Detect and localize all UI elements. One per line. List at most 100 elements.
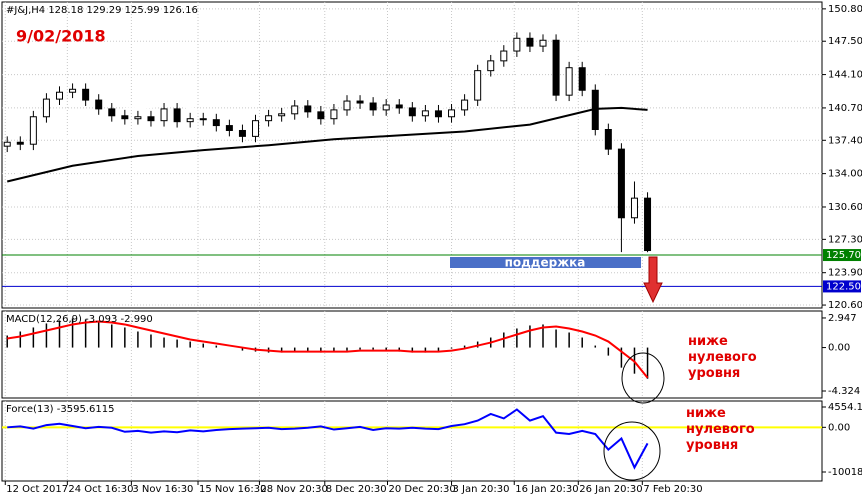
x-tick-label: 7 Feb 20:30 bbox=[643, 484, 702, 495]
candle-body bbox=[487, 60, 495, 72]
y-tick-label: -4.324 bbox=[828, 386, 860, 397]
candle-body bbox=[369, 102, 377, 111]
y-tick-label: 140.70 bbox=[828, 103, 862, 114]
y-tick-label: 4554.19 bbox=[828, 402, 862, 413]
candle-body bbox=[291, 105, 299, 115]
candle-body bbox=[304, 105, 312, 113]
x-tick-label: 26 Jan 20:30 bbox=[579, 484, 642, 495]
candle-body bbox=[317, 111, 325, 120]
candle-body bbox=[343, 100, 351, 111]
indicator-line bbox=[6, 106, 648, 183]
candle-body bbox=[42, 98, 50, 118]
x-tick-label: 12 Oct 2017 bbox=[6, 484, 68, 495]
candle-body bbox=[395, 104, 403, 109]
candle-body bbox=[225, 125, 233, 131]
y-tick-label: 137.40 bbox=[828, 135, 862, 146]
x-tick-label: 8 Dec 20:30 bbox=[326, 484, 387, 495]
chart-title: #J&J,H4 128.18 129.29 125.99 126.16 bbox=[6, 5, 198, 16]
level-box bbox=[823, 249, 861, 262]
y-tick-label: 144.10 bbox=[828, 70, 862, 81]
candle-body bbox=[278, 113, 286, 117]
support-box bbox=[450, 257, 641, 268]
indicator-line bbox=[7, 320, 649, 379]
y-tick-label: 120.60 bbox=[828, 300, 862, 311]
support-label: поддержка bbox=[505, 256, 586, 270]
x-tick-label: 3 Nov 16:30 bbox=[132, 484, 193, 495]
candle-body bbox=[421, 110, 429, 117]
y-tick-label: 134.00 bbox=[828, 169, 862, 180]
candle-body bbox=[382, 104, 390, 111]
y-tick-label: -10018.0 bbox=[828, 467, 862, 478]
candle-body bbox=[3, 141, 11, 147]
x-tick-label: 15 Nov 16:30 bbox=[199, 484, 266, 495]
candle-body bbox=[29, 116, 37, 145]
candle-body bbox=[82, 88, 90, 101]
candle-body bbox=[630, 197, 638, 219]
indicator-line bbox=[7, 408, 649, 470]
y-tick-label: 127.30 bbox=[828, 234, 862, 245]
down-arrow bbox=[643, 256, 663, 304]
macd-frame bbox=[1, 310, 823, 399]
y-tick-label: 0.00 bbox=[828, 422, 850, 433]
candle-body bbox=[330, 109, 338, 120]
candle-body bbox=[539, 39, 547, 47]
x-tick-label: 3 Jan 20:30 bbox=[453, 484, 510, 495]
force-note: ниже нулевого уровня bbox=[686, 406, 755, 453]
candle-body bbox=[578, 67, 586, 91]
candle-body bbox=[408, 107, 416, 117]
candle-body bbox=[461, 99, 469, 111]
candle-body bbox=[356, 100, 364, 104]
candle-body bbox=[617, 148, 625, 219]
y-tick-label: 150.80 bbox=[828, 4, 862, 15]
y-tick-label: 2.947 bbox=[828, 313, 857, 324]
candle-body bbox=[95, 99, 103, 110]
candle-body bbox=[134, 116, 142, 120]
macd-note: ниже нулевого уровня bbox=[688, 334, 757, 381]
candle-body bbox=[565, 67, 573, 96]
y-tick-label: 123.90 bbox=[828, 268, 862, 279]
x-tick-label: 28 Nov 20:30 bbox=[260, 484, 327, 495]
candle-body bbox=[474, 70, 482, 101]
candle-body bbox=[199, 118, 207, 121]
x-tick-label: 16 Jan 20:30 bbox=[515, 484, 578, 495]
candle-body bbox=[212, 119, 220, 127]
level-label: 122.50 bbox=[826, 281, 861, 292]
candle-body bbox=[16, 141, 24, 145]
candle-body bbox=[591, 89, 599, 131]
candle-body bbox=[552, 39, 560, 96]
y-tick-label: 0.00 bbox=[828, 343, 850, 354]
force-frame bbox=[1, 400, 823, 482]
candle-body bbox=[265, 115, 273, 122]
candle-body bbox=[69, 88, 77, 93]
level-box bbox=[823, 280, 861, 293]
candle-body bbox=[55, 91, 63, 100]
x-tick-label: 20 Dec 20:30 bbox=[388, 484, 455, 495]
highlight-circle bbox=[621, 352, 665, 404]
candle-body bbox=[147, 116, 155, 122]
candle-body bbox=[238, 129, 246, 137]
candle-body bbox=[500, 50, 508, 62]
candle-body bbox=[604, 129, 612, 150]
candle-body bbox=[160, 108, 168, 122]
candle-body bbox=[526, 37, 534, 47]
candle-body bbox=[434, 110, 442, 118]
candle-body bbox=[108, 108, 116, 117]
candle-body bbox=[644, 197, 652, 252]
force-title: Force(13) -3595.6115 bbox=[6, 404, 114, 415]
level-label: 125.70 bbox=[826, 250, 861, 261]
highlight-circle bbox=[603, 421, 661, 481]
date-annotation: 9/02/2018 bbox=[16, 27, 106, 46]
macd-title: MACD(12,26,9) -3.093 -2.990 bbox=[6, 314, 153, 325]
candle-body bbox=[121, 115, 129, 120]
candle-body bbox=[186, 118, 194, 123]
candle-body bbox=[513, 37, 521, 52]
candle-body bbox=[252, 120, 260, 137]
y-tick-label: 147.50 bbox=[828, 36, 862, 47]
y-tick-label: 130.60 bbox=[828, 202, 862, 213]
candle-body bbox=[173, 108, 181, 123]
x-tick-label: 24 Oct 16:30 bbox=[68, 484, 133, 495]
candle-body bbox=[448, 109, 456, 118]
